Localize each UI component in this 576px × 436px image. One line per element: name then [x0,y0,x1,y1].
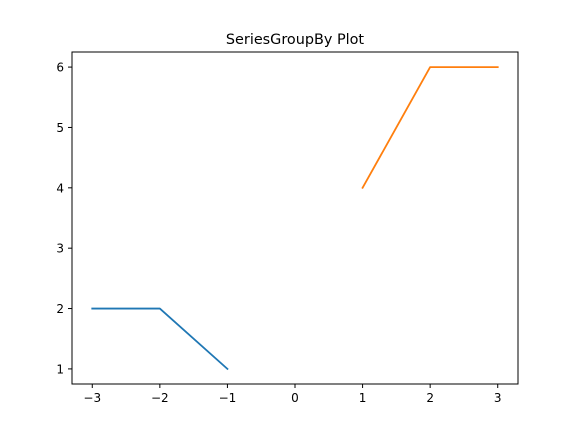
chart-title: SeriesGroupBy Plot [226,32,365,48]
series-layer [91,66,499,371]
y-tick-label: 5 [56,121,64,135]
y-axis-ticks: 1 2 3 4 5 6 [56,61,72,376]
x-tick-label: −1 [219,391,237,405]
x-tick-label: −2 [151,391,169,405]
x-axis-ticks: −3 −2 −1 0 1 2 3 [83,384,502,405]
y-tick-label: 2 [56,302,64,316]
x-tick-label: 0 [291,391,299,405]
y-tick-label: 6 [56,61,64,75]
x-tick-label: 1 [359,391,367,405]
x-tick-label: −3 [83,391,101,405]
series-line-2 [361,66,499,190]
y-tick-label: 4 [56,181,64,195]
y-tick-label: 3 [56,242,64,256]
plot-area: −3 −2 −1 0 1 2 3 1 2 3 4 5 6 [56,51,519,405]
x-tick-label: 3 [494,391,502,405]
x-tick-label: 2 [426,391,434,405]
series-line-1 [91,307,229,371]
y-tick-label: 1 [56,362,64,376]
